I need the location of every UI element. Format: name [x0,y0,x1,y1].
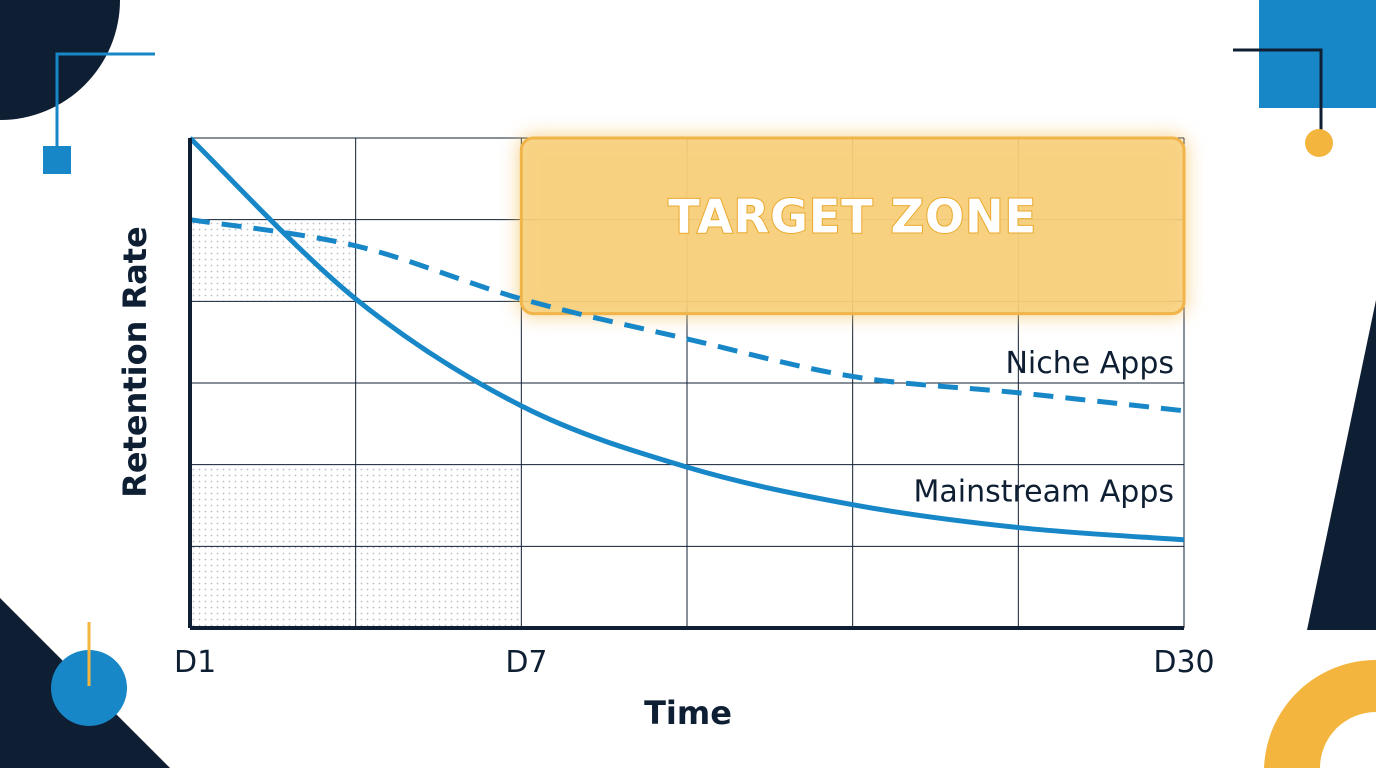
bottom-right-yellow-arc [1264,659,1376,768]
top-left-blue-bracket [55,52,155,150]
top-right-yellow-dot [1305,129,1333,157]
series-label-niche-apps: Niche Apps [1005,346,1174,381]
target-zone: TARGET ZONE [519,136,1186,316]
top-left-blue-square [43,146,71,174]
shaded-region-0 [190,219,356,302]
right-navy-wedge [1307,300,1376,630]
series-line-niche-apps [189,217,1185,414]
top-right-navy-bracket [1233,48,1323,130]
top-right-blue-square [1259,0,1376,108]
axes [188,138,1184,630]
series [188,136,1185,543]
x-tick-label: D1 [174,645,216,680]
top-left-navy-circle [0,0,120,120]
target-zone-label: TARGET ZONE [668,189,1037,243]
x-tick-labels: D1 D7 D30 [174,645,1215,680]
target-zone-box [519,136,1186,316]
bottom-left-blue-circle [51,650,127,726]
series-line-mainstream-apps [188,136,1185,543]
x-axis-title: Time [644,694,732,732]
plot-area: TARGET ZONE [188,136,1186,630]
series-labels: Niche Apps Mainstream Apps [913,346,1174,510]
series-label-mainstream-apps: Mainstream Apps [913,475,1174,510]
y-axis-title: Retention Rate [116,226,154,498]
x-tick-label: D30 [1153,645,1214,680]
x-tick-label: D7 [505,645,547,680]
